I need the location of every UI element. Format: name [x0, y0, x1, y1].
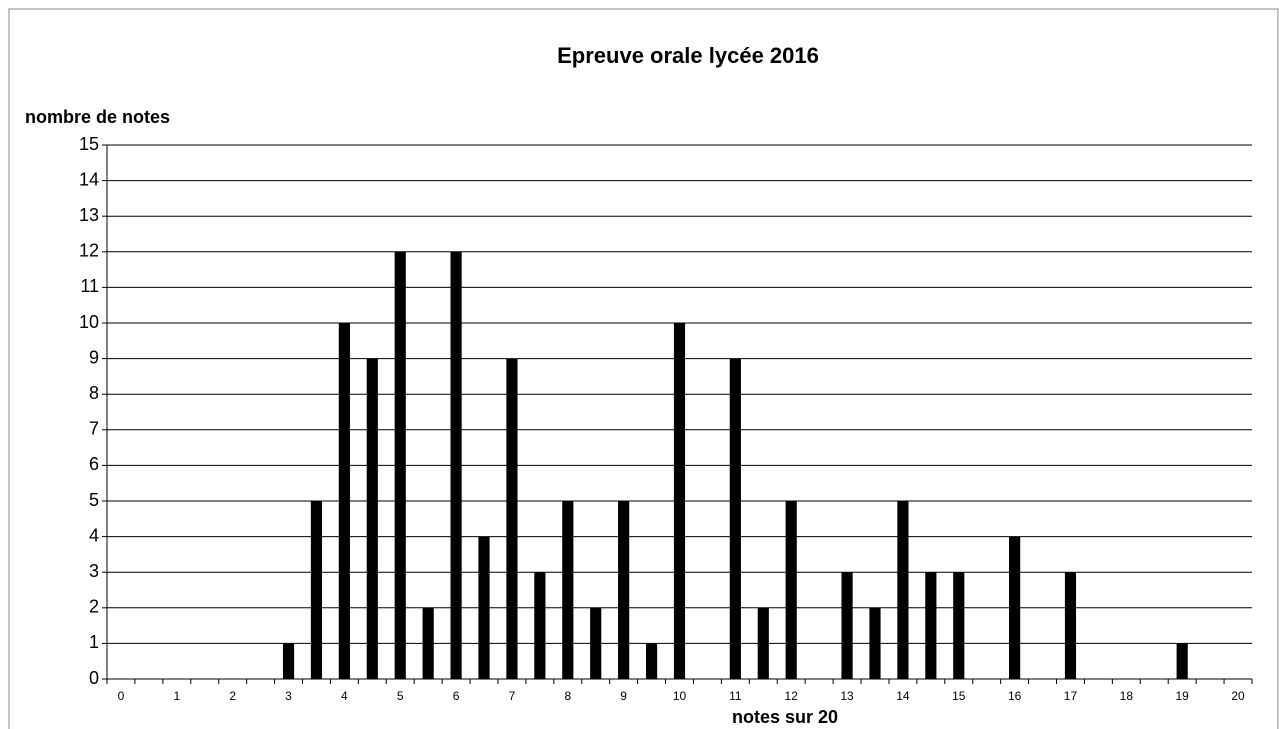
y-tick-label: 14 — [79, 169, 99, 189]
x-tick-label: 4 — [341, 689, 348, 703]
x-tick-label: 10 — [673, 689, 687, 703]
y-tick-label: 11 — [80, 276, 99, 296]
bar — [1176, 643, 1188, 679]
x-tick-label: 20 — [1231, 689, 1245, 703]
x-tick-label: 13 — [840, 689, 854, 703]
bar — [450, 251, 462, 680]
y-tick-label: 0 — [89, 668, 99, 688]
bar — [925, 572, 937, 679]
y-tick-label: 12 — [79, 241, 99, 261]
bar — [394, 251, 406, 680]
x-tick-label: 15 — [952, 689, 966, 703]
bar — [506, 358, 518, 679]
x-tick-label: 11 — [729, 689, 742, 703]
bar — [338, 323, 350, 679]
x-tick-label: 6 — [453, 689, 460, 703]
bar — [1009, 536, 1021, 679]
y-tick-label: 6 — [89, 454, 99, 474]
y-tick-label: 10 — [79, 312, 99, 332]
y-tick-label: 2 — [89, 597, 99, 617]
x-tick-label: 0 — [118, 689, 125, 703]
x-tick-label: 19 — [1176, 689, 1190, 703]
x-axis-label: notes sur 20 — [732, 707, 838, 727]
x-tick-label: 18 — [1120, 689, 1134, 703]
x-tick-label: 3 — [285, 689, 292, 703]
x-tick-label: 8 — [564, 689, 571, 703]
bar — [562, 501, 574, 679]
y-axis-label: nombre de notes — [25, 107, 170, 127]
bar — [534, 572, 546, 679]
x-tick-label: 14 — [896, 689, 910, 703]
y-tick-label: 7 — [89, 419, 99, 439]
bar — [590, 607, 602, 679]
bar — [953, 572, 965, 679]
bar — [869, 607, 881, 679]
x-tick-label: 2 — [229, 689, 236, 703]
bar — [422, 607, 434, 679]
y-tick-label: 3 — [89, 561, 99, 581]
bar — [618, 501, 630, 679]
bar — [841, 572, 853, 679]
bar — [366, 358, 378, 679]
y-tick-label: 13 — [79, 205, 99, 225]
bar — [478, 536, 490, 679]
x-tick-label: 16 — [1008, 689, 1022, 703]
bar — [729, 358, 741, 679]
bar — [1064, 572, 1077, 679]
x-tick-label: 5 — [397, 689, 404, 703]
bar — [897, 501, 909, 679]
chart-frame — [8, 8, 1279, 729]
bar — [310, 501, 323, 679]
y-tick-label: 9 — [89, 347, 99, 367]
bar — [785, 501, 797, 679]
y-tick-label: 1 — [89, 632, 99, 652]
y-tick-label: 5 — [89, 490, 99, 510]
x-tick-label: 17 — [1064, 689, 1078, 703]
bar — [757, 607, 769, 679]
x-tick-label: 9 — [620, 689, 627, 703]
bar — [282, 643, 295, 679]
bar — [645, 643, 658, 679]
y-tick-label: 8 — [89, 383, 99, 403]
x-tick-label: 1 — [173, 689, 180, 703]
y-tick-label: 15 — [79, 134, 99, 154]
x-tick-label: 7 — [509, 689, 516, 703]
x-tick-label: 12 — [785, 689, 799, 703]
bar — [673, 323, 686, 679]
y-tick-label: 4 — [89, 525, 99, 545]
chart-title: Epreuve orale lycée 2016 — [557, 43, 819, 68]
